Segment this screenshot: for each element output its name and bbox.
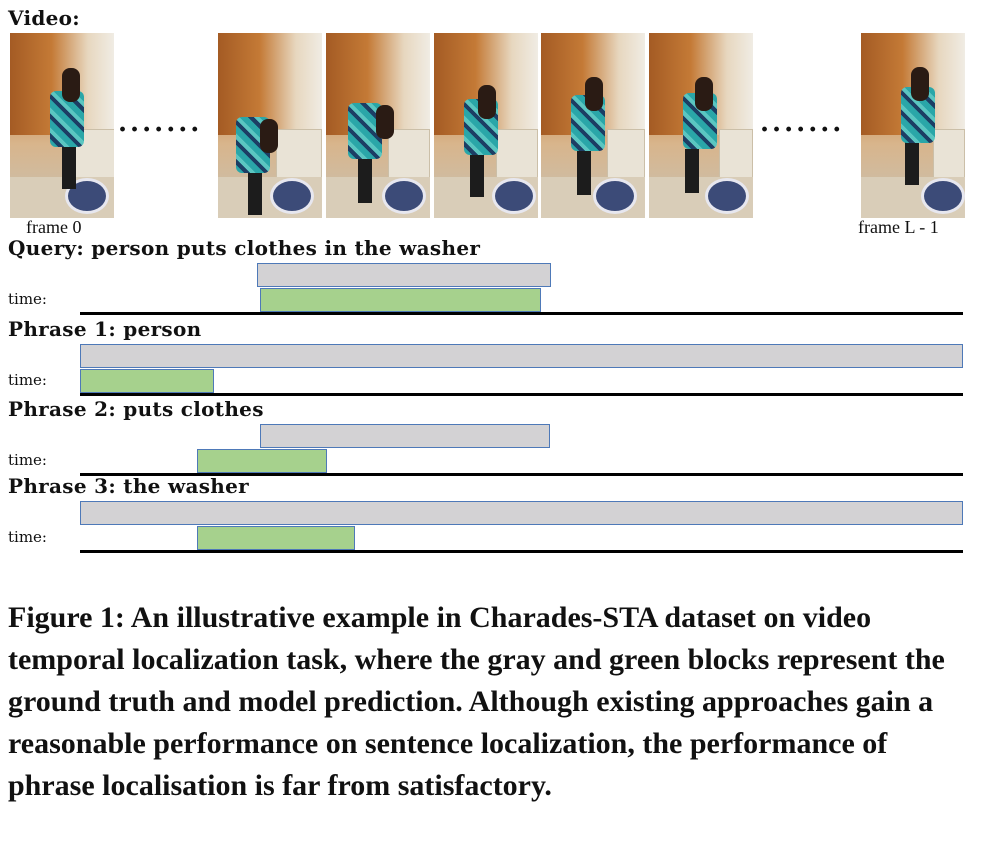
prediction-bar-2 bbox=[196, 449, 328, 473]
frame-last-caption: frame L - 1 bbox=[858, 217, 939, 237]
row-title-1: Phrase 1: person bbox=[8, 317, 202, 341]
video-frame-5 bbox=[649, 33, 753, 218]
ground-truth-bar-2 bbox=[260, 424, 550, 448]
ellipsis-left: ....... bbox=[118, 108, 203, 138]
time-label-2: time: bbox=[8, 451, 47, 469]
prediction-bar-3 bbox=[196, 526, 356, 550]
time-axis-3 bbox=[80, 550, 963, 553]
video-frame-6 bbox=[861, 33, 965, 218]
time-label-1: time: bbox=[8, 371, 47, 389]
video-frame-0 bbox=[10, 33, 114, 218]
row-title-0: Query: person puts clothes in the washer bbox=[8, 236, 481, 260]
ground-truth-bar-0 bbox=[256, 263, 551, 287]
video-frame-1 bbox=[218, 33, 322, 218]
ellipsis-right: ....... bbox=[760, 108, 845, 138]
row-title-3: Phrase 3: the washer bbox=[8, 474, 249, 498]
video-label: Video: bbox=[8, 6, 80, 30]
video-frame-4 bbox=[541, 33, 645, 218]
frame-first-caption: frame 0 bbox=[26, 217, 82, 237]
time-label-3: time: bbox=[8, 528, 47, 546]
prediction-bar-0 bbox=[260, 288, 541, 312]
time-label-0: time: bbox=[8, 290, 47, 308]
figure-caption: Figure 1: An illustrative example in Cha… bbox=[8, 601, 945, 802]
ground-truth-bar-1 bbox=[80, 344, 963, 368]
time-axis-0 bbox=[80, 312, 963, 315]
time-axis-1 bbox=[80, 393, 963, 396]
video-frame-2 bbox=[326, 33, 430, 218]
row-title-2: Phrase 2: puts clothes bbox=[8, 397, 264, 421]
time-axis-2 bbox=[80, 473, 963, 476]
ground-truth-bar-3 bbox=[80, 501, 963, 525]
video-frame-3 bbox=[434, 33, 538, 218]
prediction-bar-1 bbox=[80, 369, 215, 393]
